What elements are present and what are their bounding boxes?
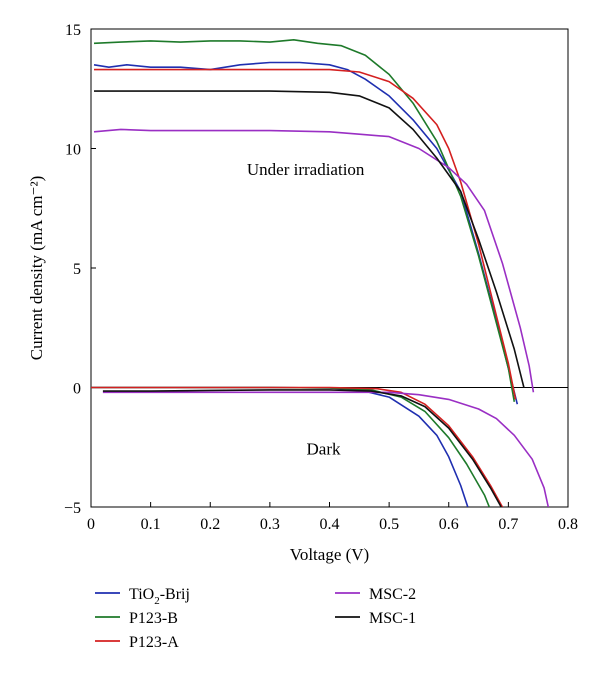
y-tick-label: 15 xyxy=(65,22,81,39)
annotation-label: Dark xyxy=(307,439,341,458)
y-tick-label: 5 xyxy=(73,261,81,278)
y-tick-label: 10 xyxy=(65,142,81,159)
legend-label: P123-A xyxy=(129,634,179,651)
x-tick-label: 0.4 xyxy=(320,516,340,533)
series-tio2-brij-dark-line xyxy=(91,386,469,507)
x-tick-label: 0.6 xyxy=(439,516,459,533)
legend-label-rest: -Brij xyxy=(160,586,190,603)
legend: TiO2-Brij P123-B P123-A MSC-2 MSC-1 xyxy=(95,586,416,651)
series-msc-1-dark-line xyxy=(102,389,502,507)
x-tick-label: 0 xyxy=(87,516,95,533)
series-p123-a-irradiation-line xyxy=(94,68,517,400)
x-tick-label: 0.8 xyxy=(558,516,578,533)
legend-label: MSC-2 xyxy=(369,586,416,603)
legend-label-main: TiO xyxy=(129,586,154,603)
series-msc-2-dark-line xyxy=(102,391,550,507)
series-msc-1-irradiation-line xyxy=(94,90,525,388)
legend-label: MSC-1 xyxy=(369,610,416,627)
series-tio2-brij-irradiation-line xyxy=(93,61,519,405)
x-tick-label: 0.7 xyxy=(498,516,518,533)
annotation-label: Under irradiation xyxy=(247,160,365,179)
legend-label-main: P123-B xyxy=(129,610,178,627)
annotations: Under irradiation Dark xyxy=(247,160,365,459)
series-p123-a-dark-line xyxy=(91,386,504,507)
series-msc-2-irradiation-line xyxy=(93,128,535,393)
legend-label-subscript: 2 xyxy=(154,595,160,607)
x-axis-title: Voltage (V) xyxy=(290,545,369,564)
x-tick-label: 0.5 xyxy=(379,516,399,533)
legend-label-main: P123-A xyxy=(129,634,179,651)
legend-label: P123-B xyxy=(129,610,178,627)
axes: 0 0.1 0.2 0.3 0.4 0.5 0.6 0.7 0.8 15 10 5 0 −5 Voltage… xyxy=(27,22,578,564)
series-p123-b-irradiation-line xyxy=(93,38,516,402)
y-axis-title: Current density (mA cm⁻²) xyxy=(27,176,46,361)
y-tick-label: −5 xyxy=(64,500,81,517)
x-tick-label: 0.3 xyxy=(260,516,280,533)
y-tick-label: 0 xyxy=(73,381,81,398)
series-p123-b-dark-line xyxy=(91,386,491,507)
series-layer xyxy=(91,38,550,507)
legend-label-main: MSC-1 xyxy=(369,610,416,627)
x-tick-label: 0.1 xyxy=(141,516,161,533)
x-tick-label: 0.2 xyxy=(200,516,220,533)
plot-frame xyxy=(90,28,569,508)
legend-label-main: MSC-2 xyxy=(369,586,416,603)
legend-label: TiO2-Brij xyxy=(129,586,190,607)
